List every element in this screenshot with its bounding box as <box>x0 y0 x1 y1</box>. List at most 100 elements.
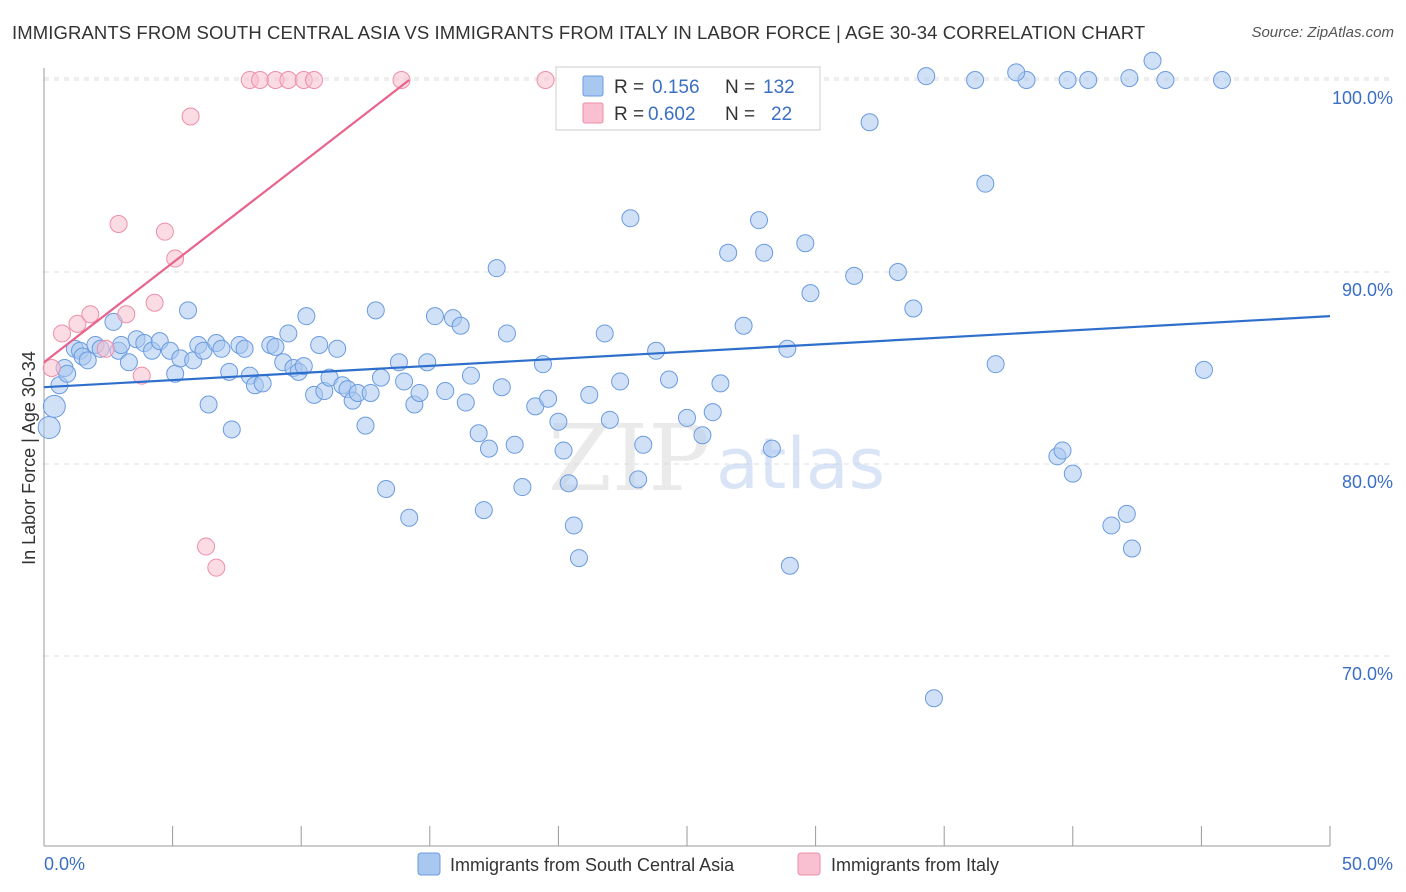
grid-lines <box>44 77 1392 657</box>
point-south-central-asia-97 <box>703 403 722 422</box>
point-south-central-asia-68 <box>456 393 475 412</box>
legend-swatch-pink <box>582 102 604 124</box>
point-south-central-asia-48 <box>328 339 347 358</box>
point-south-central-asia-94 <box>659 370 678 389</box>
point-south-central-asia-89 <box>611 372 630 391</box>
legend-n-label-2: N = <box>725 104 755 125</box>
point-south-central-asia-72 <box>479 439 498 458</box>
trend-line-italy <box>43 79 410 364</box>
point-italy-7 <box>132 366 151 385</box>
point-south-central-asia-4 <box>58 364 77 383</box>
point-south-central-asia-74 <box>492 378 511 397</box>
point-south-central-asia-8 <box>78 351 97 370</box>
tick-labels: 70.0% 80.0% 90.0% 100.0% 0.0% 50.0% <box>44 88 1393 874</box>
point-south-central-asia-86 <box>580 385 599 404</box>
point-south-central-asia-130 <box>1007 63 1026 82</box>
point-south-central-asia-91 <box>629 470 648 489</box>
legend-r-label-1: R = <box>614 77 644 98</box>
point-south-central-asia-30 <box>222 420 241 439</box>
point-south-central-asia-106 <box>796 234 815 253</box>
point-italy-11 <box>181 107 200 126</box>
point-south-central-asia-81 <box>549 412 568 431</box>
point-south-central-asia-54 <box>361 383 380 402</box>
bottom-legend-swatch-pink <box>797 852 821 876</box>
point-south-central-asia-63 <box>418 353 437 372</box>
point-italy-3 <box>81 305 100 324</box>
point-south-central-asia-56 <box>371 368 390 387</box>
point-south-central-asia-67 <box>451 316 470 335</box>
point-south-central-asia-112 <box>924 689 943 708</box>
point-south-central-asia-102 <box>755 243 774 262</box>
point-south-central-asia-14 <box>119 353 138 372</box>
point-south-central-asia-76 <box>505 435 524 454</box>
trend-line-south-central-asia <box>43 315 1331 389</box>
point-south-central-asia-83 <box>559 474 578 493</box>
legend-r-value-1: 0.156 <box>652 77 700 98</box>
legend-box: R = 0.156 N = 132 R = 0.602 N = 22 <box>555 66 821 131</box>
y-axis-title: In Labor Force | Age 30-34 <box>19 351 39 565</box>
legend-r-value-2: 0.602 <box>648 104 696 125</box>
legend-r-label-2: R = <box>614 104 644 125</box>
point-italy-1 <box>53 324 72 343</box>
point-south-central-asia-99 <box>719 243 738 262</box>
point-south-central-asia-123 <box>1117 504 1136 523</box>
point-south-central-asia-60 <box>400 508 419 527</box>
point-south-central-asia-124 <box>1122 539 1141 558</box>
point-south-central-asia-98 <box>711 374 730 393</box>
point-south-central-asia-45 <box>310 335 329 354</box>
point-south-central-asia-95 <box>678 408 696 427</box>
point-south-central-asia-93 <box>647 341 666 360</box>
point-south-central-asia-43 <box>297 307 316 326</box>
point-italy-13 <box>207 558 226 577</box>
point-south-central-asia-39 <box>279 324 298 343</box>
point-italy-15 <box>251 71 270 89</box>
point-italy-5 <box>109 215 128 233</box>
point-south-central-asia-108 <box>845 266 864 285</box>
point-south-central-asia-28 <box>212 339 231 358</box>
point-south-central-asia-101 <box>750 211 769 230</box>
point-south-central-asia-84 <box>564 516 583 535</box>
point-south-central-asia-80 <box>539 389 558 408</box>
point-south-central-asia-13 <box>112 335 131 354</box>
point-south-central-asia-113 <box>966 71 985 89</box>
point-south-central-asia-32 <box>235 339 254 358</box>
point-south-central-asia-26 <box>199 395 218 414</box>
bottom-legend: Immigrants from South Central Asia Immig… <box>417 852 999 876</box>
point-south-central-asia-109 <box>860 113 879 132</box>
bottom-legend-swatch-blue <box>417 852 441 876</box>
point-south-central-asia-96 <box>693 426 712 445</box>
point-south-central-asia-65 <box>436 382 455 401</box>
point-south-central-asia-100 <box>734 316 753 335</box>
point-south-central-asia-85 <box>569 549 588 568</box>
bottom-legend-label-blue: Immigrants from South Central Asia <box>450 855 735 875</box>
chart-title: IMMIGRANTS FROM SOUTH CENTRAL ASIA VS IM… <box>12 22 1146 43</box>
point-south-central-asia-120 <box>1058 71 1077 89</box>
point-south-central-asia-75 <box>497 324 516 343</box>
point-italy-17 <box>279 71 298 89</box>
point-italy-0 <box>42 359 61 377</box>
x-tick-label-max: 50.0% <box>1342 854 1393 874</box>
point-south-central-asia-121 <box>1079 71 1098 89</box>
legend-n-value-1: 132 <box>763 77 795 98</box>
point-south-central-asia-104 <box>778 339 797 358</box>
legend-swatch-blue <box>582 75 604 97</box>
point-italy-21 <box>536 71 555 89</box>
watermark: ZIP atlas <box>548 405 885 512</box>
point-south-central-asia-62 <box>410 383 429 402</box>
point-italy-20 <box>392 71 411 89</box>
point-south-central-asia-71 <box>474 501 493 520</box>
point-south-central-asia-37 <box>266 337 285 356</box>
point-south-central-asia-0 <box>37 416 61 440</box>
point-south-central-asia-69 <box>461 366 480 385</box>
legend-n-value-2: 22 <box>771 104 792 125</box>
series-south-central-asia-points <box>37 51 1231 708</box>
point-south-central-asia-22 <box>179 301 198 320</box>
point-south-central-asia-1 <box>42 394 66 418</box>
point-south-central-asia-42 <box>294 357 313 376</box>
point-south-central-asia-90 <box>621 209 640 228</box>
point-south-central-asia-55 <box>366 301 385 320</box>
point-italy-12 <box>197 537 216 556</box>
point-italy-19 <box>305 71 324 89</box>
x-tick-label-min: 0.0% <box>44 854 85 874</box>
